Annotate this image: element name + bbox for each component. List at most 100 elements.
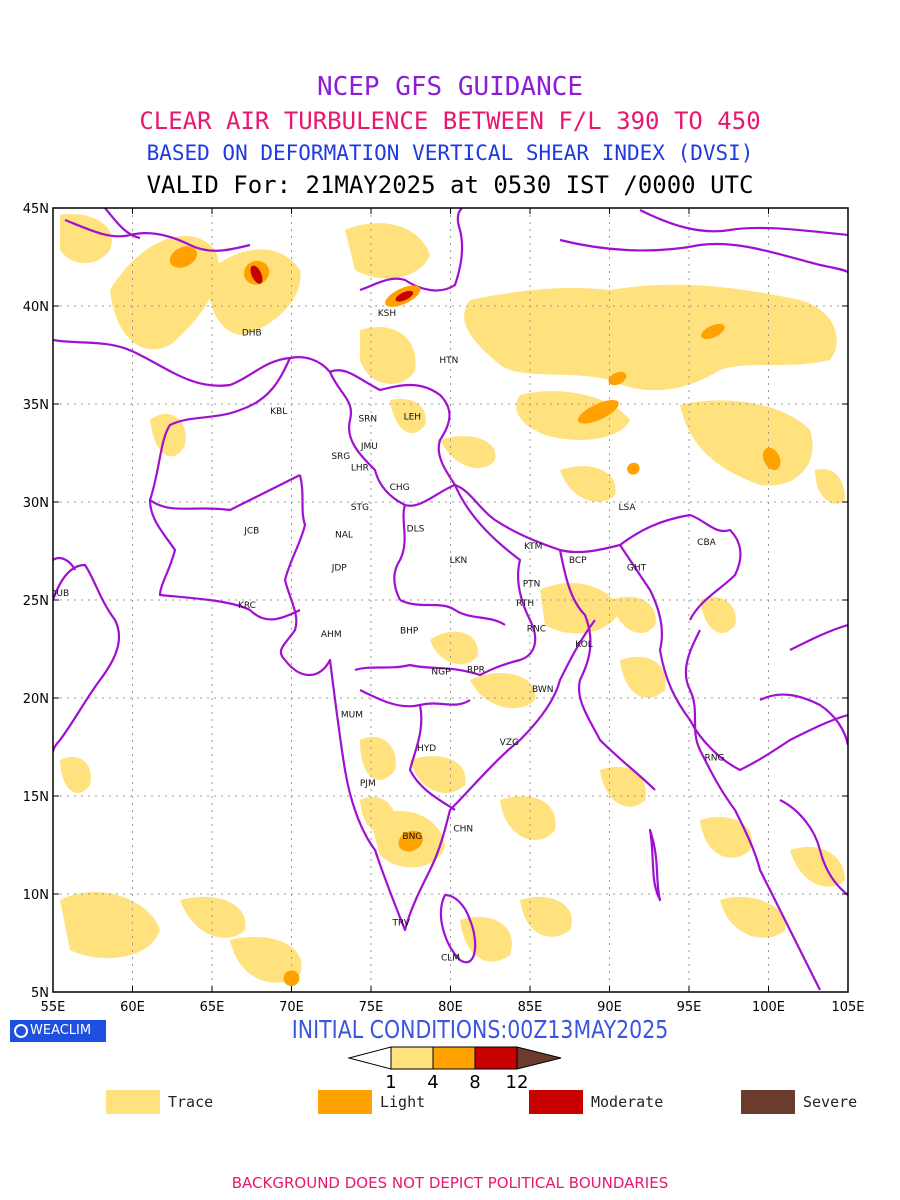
station-label: MUM	[341, 711, 363, 721]
colorbar-tick-label: 12	[506, 1072, 529, 1093]
colorbar-tick-label: 8	[469, 1072, 480, 1093]
station-label: PJM	[360, 779, 376, 789]
title-product: CLEAR AIR TURBULENCE BETWEEN F/L 390 TO …	[139, 107, 761, 135]
legend-label: Severe	[803, 1093, 858, 1111]
title-valid-time: VALID For: 21MAY2025 at 0530 IST /0000 U…	[146, 171, 754, 199]
x-tick-label: 65E	[200, 1000, 225, 1015]
legend-swatch	[106, 1090, 160, 1114]
map-boundaries	[53, 208, 848, 991]
title-method: BASED ON DEFORMATION VERTICAL SHEAR INDE…	[146, 141, 754, 165]
station-label: NAL	[335, 530, 353, 540]
station-label: BNG	[402, 832, 422, 842]
color-bar: 1 4 8 12	[347, 1046, 562, 1093]
x-tick-label: 95E	[677, 1000, 702, 1015]
station-label: DLS	[407, 524, 425, 534]
station-label: BWN	[532, 685, 554, 695]
station-label: LEH	[404, 413, 421, 423]
legend-swatch	[741, 1090, 795, 1114]
turbulence-moderate-patch	[395, 290, 414, 302]
x-tick-label: 90E	[597, 1000, 622, 1015]
station-label: STG	[351, 503, 369, 513]
trace-coverage	[60, 214, 845, 983]
initial-conditions: INITIAL CONDITIONS:00Z13MAY2025	[291, 1015, 669, 1044]
station-label: TRV	[391, 918, 410, 928]
turbulence-light-patch	[398, 830, 423, 852]
y-tick-label: 5N	[31, 986, 49, 1001]
station-label: JCB	[243, 526, 259, 536]
weaclim-badge: WEACLIM	[10, 1020, 106, 1042]
station-label: JMU	[360, 442, 378, 452]
station-label: KRC	[238, 601, 256, 611]
x-tick-label: 100E	[752, 1000, 785, 1015]
station-label: RNC	[527, 624, 546, 634]
weaclim-label: WEACLIM	[30, 1023, 92, 1038]
station-label: CHG	[390, 483, 410, 493]
station-label: LHR	[351, 464, 369, 474]
x-tick-label: 70E	[279, 1000, 304, 1015]
y-tick-label: 20N	[23, 692, 49, 707]
station-label: NGP	[431, 667, 451, 677]
station-label: KTM	[524, 542, 542, 552]
x-tick-label: 80E	[438, 1000, 463, 1015]
turbulence-light-patch	[169, 246, 197, 268]
x-tick-label: 55E	[41, 1000, 66, 1015]
turbulence-patches	[169, 246, 781, 987]
weaclim-logo-icon	[14, 1024, 28, 1038]
turbulence-light-patch	[762, 447, 781, 471]
station-label: BCP	[569, 556, 587, 566]
colorbar-segment	[390, 1046, 434, 1070]
station-label: KOL	[575, 640, 593, 650]
legend-label: Moderate	[591, 1093, 664, 1111]
colorbar-tick-label: 1	[385, 1072, 396, 1093]
station-label: CHN	[453, 824, 473, 834]
y-tick-label: 25N	[23, 594, 49, 609]
turbulence-moderate-patch	[250, 265, 263, 284]
legend-swatch	[529, 1090, 583, 1114]
y-tick-label: 10N	[23, 888, 49, 903]
station-label: HTN	[439, 356, 458, 366]
station-label: VZG	[500, 738, 519, 748]
station-label: GHT	[627, 564, 647, 574]
station-label: SRN	[358, 415, 377, 425]
turbulence-light-patch	[283, 970, 300, 987]
station-label: SRG	[331, 452, 350, 462]
x-tick-label: 85E	[518, 1000, 543, 1015]
station-label: CLM	[441, 954, 460, 964]
station-label: LSA	[618, 503, 636, 513]
station-label: KSH	[378, 309, 396, 319]
y-tick-label: 45N	[23, 202, 49, 217]
legend-swatch	[318, 1090, 372, 1114]
x-tick-label: 105E	[831, 1000, 864, 1015]
turbulence-light-patch	[701, 323, 725, 340]
station-label: HYD	[417, 744, 436, 754]
colorbar-segment	[432, 1046, 476, 1070]
station-label: PTN	[523, 579, 541, 589]
station-label: LKN	[450, 556, 468, 566]
title-guidance: NCEP GFS GUIDANCE	[316, 72, 584, 102]
legend-label: Light	[380, 1093, 426, 1111]
station-label: BHP	[400, 626, 419, 636]
footer-disclaimer: BACKGROUND DOES NOT DEPICT POLITICAL BOU…	[231, 1174, 669, 1192]
legend-label: Trace	[168, 1093, 214, 1111]
station-label: DHB	[242, 328, 262, 338]
station-label: AHM	[321, 630, 342, 640]
station-label: CBA	[697, 538, 716, 548]
colorbar-min-arrow	[347, 1046, 392, 1070]
map-axes: 55E 60E 65E 70E 75E 80E 85E 90E 95E 100E 105E 5N 10N…	[23, 202, 865, 1015]
colorbar-segment	[474, 1046, 518, 1070]
y-tick-label: 30N	[23, 496, 49, 511]
station-label: JDP	[331, 564, 348, 574]
x-tick-label: 60E	[120, 1000, 145, 1015]
colorbar-max-arrow	[516, 1046, 562, 1070]
y-tick-label: 40N	[23, 300, 49, 315]
turbulence-light-patch	[608, 371, 627, 386]
station-label: RNG	[704, 754, 724, 764]
x-tick-label: 75E	[359, 1000, 384, 1015]
station-label: RTH	[516, 599, 534, 609]
colorbar-tick-label: 4	[427, 1072, 438, 1093]
station-label: KBL	[270, 407, 287, 417]
station-label: DUB	[50, 589, 70, 599]
station-label: RPR	[467, 666, 485, 676]
